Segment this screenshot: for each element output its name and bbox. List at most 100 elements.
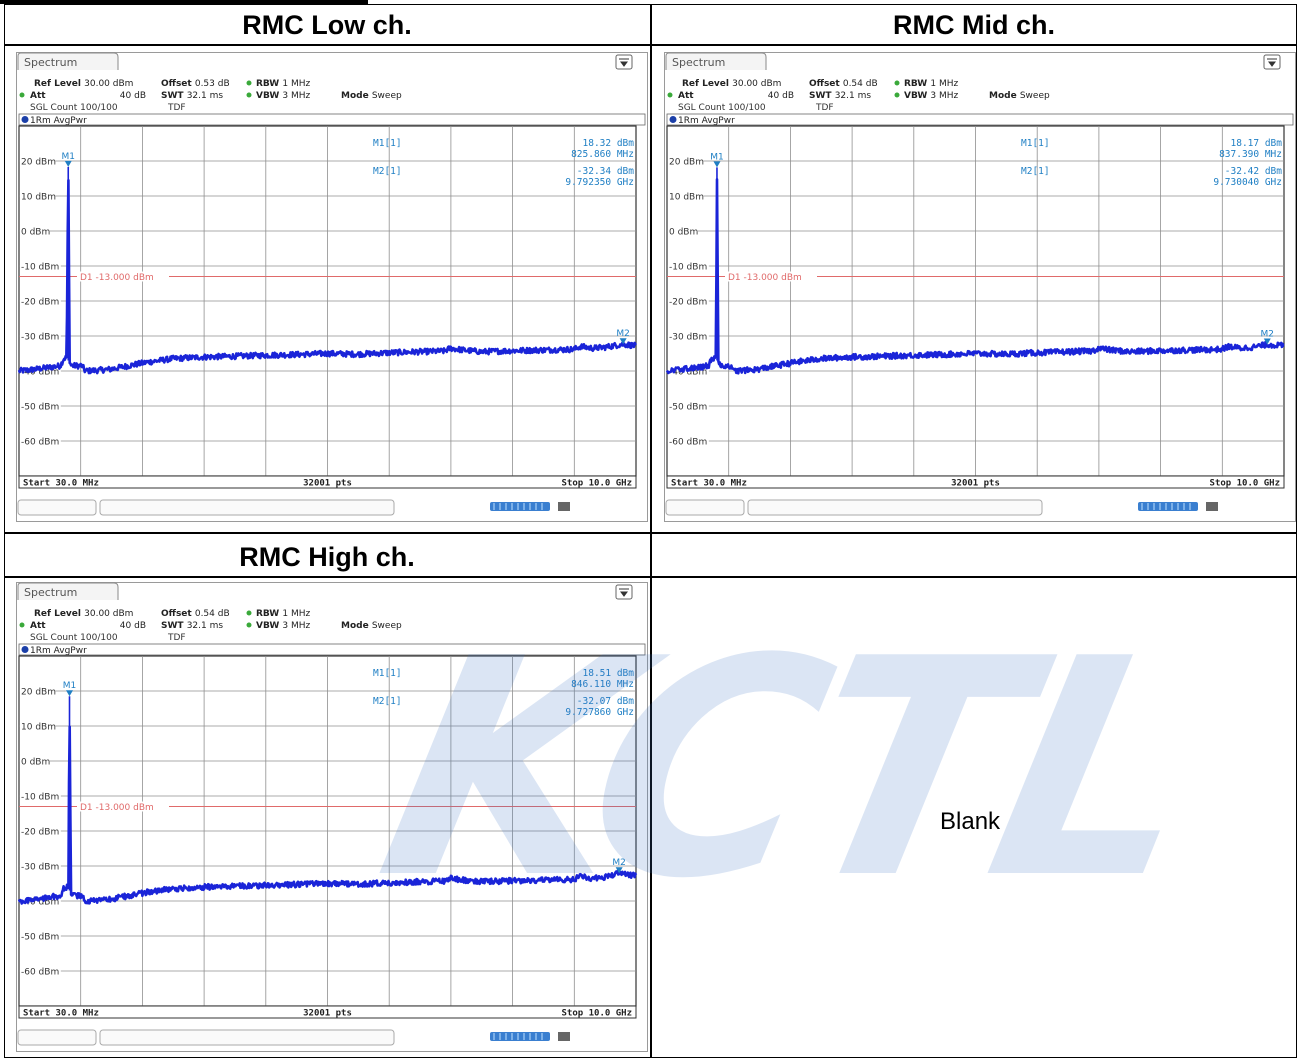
- x-stop-label: Stop 10.0 GHz: [562, 479, 632, 489]
- ref-level-value: 30.00 dBm: [84, 79, 133, 89]
- trace-label: 1Rm AvgPwr: [678, 116, 735, 126]
- spectrum-tab[interactable]: [665, 52, 767, 70]
- marker-readout-label: M2[1]: [1021, 166, 1050, 177]
- y-tick-label: -60 dBm: [21, 968, 59, 978]
- trace-indicator-dot: [21, 116, 29, 123]
- vbw-value: 3 MHz: [930, 91, 958, 101]
- sweep-count-text: SGL Count 100/100: [30, 103, 118, 113]
- y-tick-label: 0 dBm: [21, 228, 50, 238]
- ref-level-label: Ref Level: [34, 79, 84, 89]
- status-field-left: [17, 1029, 97, 1046]
- display-config-glyph: [1267, 58, 1277, 67]
- y-tick-label: 20 dBm: [21, 688, 56, 698]
- att-value: 40 dB: [120, 91, 146, 101]
- ref-level-value: 30.00 dBm: [732, 79, 781, 89]
- table-row-divider: [4, 576, 1297, 578]
- offset-value: 0.54 dB: [843, 79, 878, 89]
- marker-readout-label: M2[1]: [373, 166, 402, 177]
- y-tick-background: [20, 896, 61, 906]
- y-tick-label: -20 dBm: [21, 828, 59, 838]
- y-tick-label: 20 dBm: [21, 158, 56, 168]
- offset-value: 0.54 dB: [195, 609, 230, 619]
- spectrum-panel-mid: Spectrum Ref Level 30.00 dBm Offset 0.54 d…: [664, 52, 1296, 522]
- header-empty-cell: [651, 538, 1297, 576]
- swt-value: 32.1 ms: [187, 621, 224, 631]
- swt-text: SWT 32.1 ms: [161, 621, 223, 631]
- rbw-label: RBW: [256, 79, 282, 89]
- marker-triangle: [64, 160, 72, 167]
- sweep-count-text: SGL Count 100/100: [30, 633, 118, 643]
- y-tick-background: [20, 331, 61, 341]
- trace-line: [665, 178, 1285, 375]
- vbw-text: VBW 3 MHz: [904, 91, 959, 101]
- x-start-label: Start 30.0 MHz: [671, 479, 747, 489]
- marker-name: M2: [612, 858, 626, 868]
- header-accent-bar: [0, 0, 368, 4]
- att-text: Att: [678, 91, 694, 101]
- rbw-value: 1 MHz: [930, 79, 958, 89]
- marker-frequency-readout: 9.730040 GHz: [1213, 177, 1282, 188]
- y-tick-label: -10 dBm: [669, 263, 707, 273]
- ref-level-label: Ref Level: [34, 609, 84, 619]
- x-points-label: 32001 pts: [303, 1009, 352, 1019]
- table-row-divider: [4, 44, 1297, 46]
- y-tick-label: -10 dBm: [21, 793, 59, 803]
- progress-bar-icon: [490, 502, 550, 511]
- y-tick-background: [668, 436, 709, 446]
- spectrum-tab-label: Spectrum: [672, 56, 725, 69]
- offset-text: Offset 0.53 dB: [161, 79, 230, 89]
- y-tick-background: [20, 791, 61, 801]
- spectrum-tab[interactable]: [17, 52, 119, 70]
- att-text: Att: [30, 91, 46, 101]
- mode-label: Mode: [341, 621, 372, 631]
- marker-frequency-readout: 825.860 MHz: [571, 149, 634, 160]
- tdf-text: TDF: [167, 103, 186, 113]
- instrument-status-icon: [558, 502, 570, 511]
- x-points-label: 32001 pts: [951, 479, 1000, 489]
- marker-level-readout: -32.07 dBm: [577, 696, 634, 707]
- marker-name: M1: [62, 152, 76, 162]
- trace-line: [17, 179, 638, 375]
- spectrum-tab-label: Spectrum: [24, 586, 77, 599]
- x-points-label: 32001 pts: [303, 479, 352, 489]
- mode-text: Mode Sweep: [989, 91, 1050, 101]
- status-field-message: [99, 1029, 395, 1046]
- spectrum-tab[interactable]: [17, 582, 119, 600]
- marker-triangle: [619, 338, 627, 345]
- header-low-channel: RMC Low ch.: [242, 9, 412, 40]
- y-tick-label: -60 dBm: [21, 438, 59, 448]
- y-tick-label: -40 dBm: [669, 368, 707, 378]
- y-tick-background: [20, 966, 61, 976]
- rbw-text: RBW 1 MHz: [256, 609, 310, 619]
- y-tick-label: -30 dBm: [669, 333, 707, 343]
- offset-text: Offset 0.54 dB: [809, 79, 878, 89]
- y-tick-label: 10 dBm: [669, 193, 704, 203]
- instrument-status-icon: [558, 1032, 570, 1041]
- mode-value: Sweep: [1020, 91, 1050, 101]
- y-tick-label: -20 dBm: [669, 298, 707, 308]
- marker-readout-label: M2[1]: [373, 696, 402, 707]
- marker-triangle: [615, 867, 623, 874]
- tdf-text: TDF: [815, 103, 834, 113]
- att-label: Att: [678, 91, 694, 101]
- y-tick-label: 10 dBm: [21, 723, 56, 733]
- limit-line-label: D1 -13.000 dBm: [80, 273, 154, 283]
- y-tick-background: [20, 756, 50, 766]
- vbw-label: VBW: [256, 621, 282, 631]
- mode-label: Mode: [341, 91, 372, 101]
- mode-label: Mode: [989, 91, 1020, 101]
- y-tick-label: -10 dBm: [21, 263, 59, 273]
- marker-triangle: [66, 690, 74, 697]
- rbw-value: 1 MHz: [282, 609, 310, 619]
- y-tick-background: [20, 191, 56, 201]
- marker-level-readout: 18.32 dBm: [583, 138, 635, 149]
- instrument-status-icon: [1206, 502, 1218, 511]
- y-tick-label: -60 dBm: [669, 438, 707, 448]
- marker-triangle: [1263, 338, 1271, 345]
- y-tick-label: -20 dBm: [21, 298, 59, 308]
- rbw-label: RBW: [904, 79, 930, 89]
- ref-level-text: Ref Level 30.00 dBm: [34, 609, 133, 619]
- mode-value: Sweep: [372, 621, 402, 631]
- ref-level-label: Ref Level: [682, 79, 732, 89]
- ref-level-value: 30.00 dBm: [84, 609, 133, 619]
